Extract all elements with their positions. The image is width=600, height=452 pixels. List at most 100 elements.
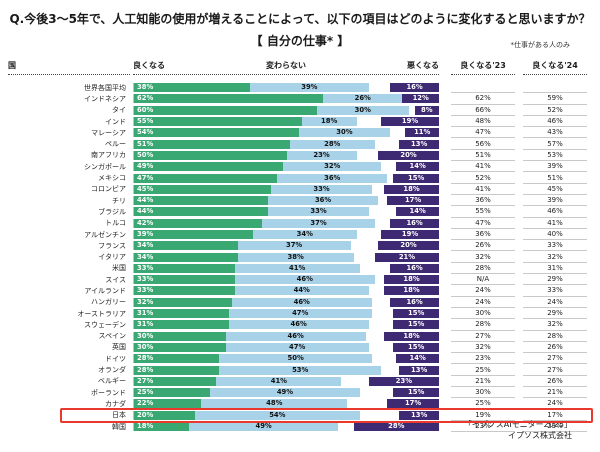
bar-segment-better: 31% [134,320,229,330]
better23-value: 32% [451,251,515,263]
better24-value: 52% [523,105,587,116]
table-row: インドネシア 62% 26% 12% 62% 59% [8,93,587,105]
better23-value: 21% [451,376,515,388]
table-row: タイ 60% 30% 8% 66% 52% [8,105,587,116]
bar-segment-worse: 16% [390,83,439,93]
country-label: アルゼンチン [84,230,126,239]
bar-segment-better: 34% [134,241,238,251]
country-label: スウェーデン [84,320,126,329]
better23-value: 19% [451,410,515,421]
bar-segment-better: 51% [134,139,290,149]
better24-value: 32% [523,251,587,263]
column-header-bar-group: 良くなる 変わらない 悪くなる [133,60,439,75]
table-row: コロンビア 45% 33% 18% 41% 45% [8,184,587,195]
stacked-bar: 47% 36% 15% [133,173,439,183]
country-label: シンガポール [84,162,126,171]
better24-value: 53% [523,150,587,162]
stacked-bar: 50% 23% 20% [133,150,439,160]
country-label: チリ [112,196,126,205]
bar-segment-same: 49% [188,422,339,432]
bar-segment-same: 32% [283,162,382,172]
column-header-same: 変わらない [266,61,306,70]
bar-segment-worse: 13% [399,365,439,375]
table-row: インド 55% 18% 19% 48% 46% [8,116,587,128]
bar-segment-same: 46% [234,275,375,285]
bar-segment-worse: 14% [396,207,439,217]
chart-subtitle: 【 自分の仕事* 】 [250,34,350,48]
bar-segment-same: 36% [268,196,378,206]
stacked-bar: 18% 49% 28% [133,422,439,432]
country-label: スイス [105,275,126,284]
bar-segment-same: 41% [234,263,360,273]
bar-segment-same: 38% [237,252,354,262]
country-label: ドイツ [105,354,126,363]
better24-value: 40% [523,229,587,241]
bar-segment-worse: 19% [381,117,439,127]
bar-segment-worse: 14% [396,354,439,364]
table-row: 韓国 18% 49% 28% 23% 23% [8,421,587,433]
bar-segment-same: 33% [268,207,369,217]
better24-value [523,82,587,94]
bar-segment-better: 44% [134,207,269,217]
stacked-bar: 20% 54% 13% [133,410,439,420]
bar-segment-better: 33% [134,286,235,296]
country-label: タイ [112,106,126,115]
bar-segment-better: 62% [134,94,324,104]
better23-value: 56% [451,138,515,150]
stacked-bar: 44% 36% 17% [133,196,439,206]
country-label: インド [105,117,126,126]
better23-value: 30% [451,308,515,320]
table-row: ベルギー 27% 41% 23% 21% 26% [8,376,587,388]
country-label: トルコ [105,219,126,228]
stacked-bar: 62% 26% 12% [133,94,439,104]
better23-value: 27% [451,331,515,342]
better23-value: 47% [451,218,515,229]
bar-segment-better: 39% [134,230,253,239]
bar-segment-same: 33% [271,184,372,194]
stacked-bar: 25% 49% 15% [133,388,439,398]
country-label: イタリア [98,253,126,262]
bar-segment-same: 30% [298,128,391,138]
bar-segment-same: 30% [317,105,409,115]
better24-value: 33% [523,240,587,252]
bar-segment-same: 44% [234,286,369,296]
better23-value: 25% [451,398,515,410]
bar-segment-worse: 13% [399,410,439,420]
bar-segment-same: 28% [289,139,375,149]
bar-segment-worse: 8% [414,105,439,115]
bar-segment-worse: 20% [378,241,439,251]
stacked-bar: 42% 37% 16% [133,218,439,228]
bar-segment-better: 31% [134,309,229,319]
better24-value: 24% [523,398,587,410]
table-row: 世界各国平均 38% 39% 16% [8,82,587,94]
table-row: アイルランド 33% 44% 18% 24% 33% [8,285,587,297]
column-header-better: 良くなる [133,61,165,70]
country-label: スペイン [98,332,126,341]
bar-segment-same: 47% [225,342,369,352]
table-row: オーストラリア 31% 47% 15% 30% 29% [8,308,587,320]
stacked-bar: 54% 30% 11% [133,128,439,138]
stacked-bar: 49% 32% 14% [133,162,439,172]
table-row: メキシコ 47% 36% 15% 52% 51% [8,172,587,184]
table-row: 南アフリカ 50% 23% 20% 51% 53% [8,150,587,162]
page-title: Q.今後3～5年で、人工知能の使用が増えることによって、以下の項目はどのように変… [9,12,591,26]
country-label: 英国 [112,343,126,352]
better23-value: 41% [451,161,515,173]
bar-segment-worse: 23% [368,376,439,386]
bar-segment-better: 42% [134,218,263,228]
better24-value: 26% [523,342,587,354]
stacked-bar: 33% 41% 16% [133,263,439,273]
bar-segment-worse: 16% [390,297,439,307]
country-label: 世界各国平均 [84,83,126,92]
better23-value: 30% [451,387,515,399]
column-header-better23: 良くなる'23 [451,60,515,75]
bar-segment-same: 46% [225,331,366,341]
column-header-country: 国 [8,60,130,75]
bar-segment-worse: 19% [381,230,439,239]
country-label: アイルランド [84,286,126,295]
bar-segment-worse: 13% [399,139,439,149]
better24-value: 33% [523,285,587,297]
bar-segment-same: 53% [219,365,382,375]
better23-value: 23% [451,353,515,365]
